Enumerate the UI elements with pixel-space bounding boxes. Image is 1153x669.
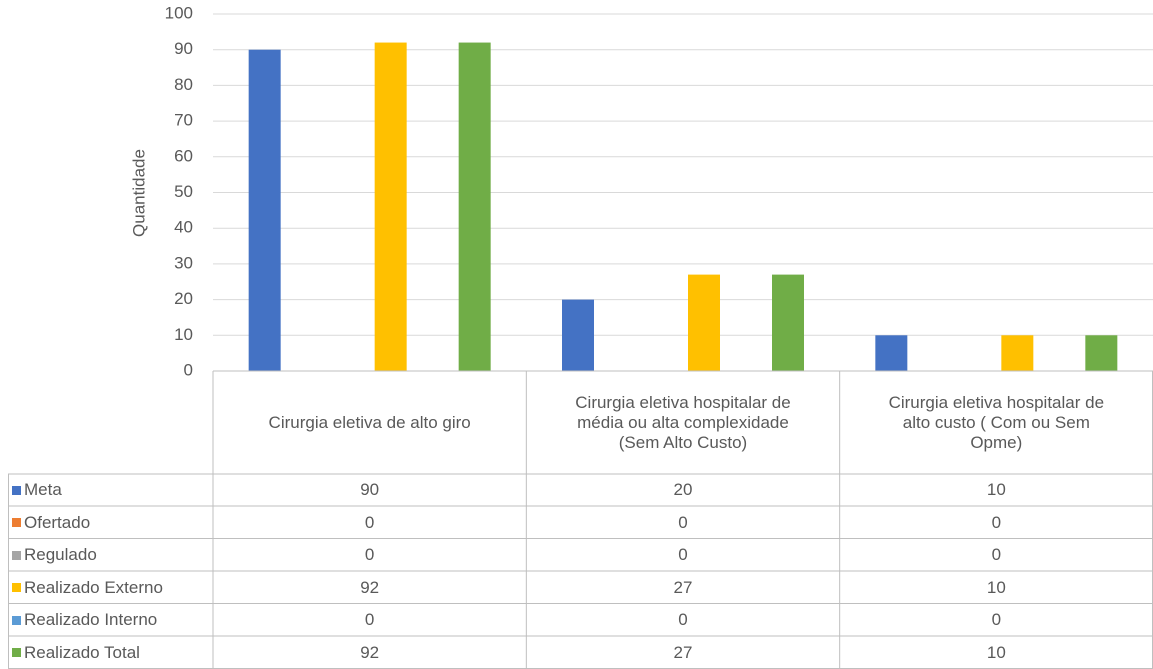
y-tick-label: 40 bbox=[174, 218, 193, 237]
category-label: Cirurgia eletiva hospitalar de média ou … bbox=[575, 392, 791, 452]
table-value: 0 bbox=[364, 545, 375, 565]
bar bbox=[1001, 335, 1034, 371]
table-value: 27 bbox=[673, 642, 693, 662]
table-value: 0 bbox=[991, 545, 1002, 565]
bar bbox=[248, 49, 281, 371]
legend-entry: Realizado Total bbox=[8, 637, 213, 669]
bar bbox=[875, 335, 908, 371]
legend-label: Realizado Externo bbox=[24, 577, 163, 597]
y-axis-label: Quantidade bbox=[129, 149, 148, 237]
legend-key bbox=[12, 485, 21, 495]
legend-entry: Regulado bbox=[8, 539, 213, 572]
legend-key bbox=[12, 615, 21, 625]
table-value: 0 bbox=[364, 610, 375, 630]
y-tick-label: 100 bbox=[165, 3, 193, 22]
legend-entry: Meta bbox=[8, 474, 213, 507]
category-label: Cirurgia eletiva de alto giro bbox=[268, 412, 471, 432]
table-value: 0 bbox=[364, 512, 375, 532]
legend-entry: Realizado Externo bbox=[8, 572, 213, 605]
table-value: 27 bbox=[673, 577, 693, 597]
bar bbox=[688, 274, 720, 371]
legend-label: Regulado bbox=[24, 545, 97, 565]
table-value: 10 bbox=[986, 642, 1006, 662]
legend-key bbox=[12, 648, 21, 658]
table-value: 0 bbox=[991, 610, 1002, 630]
legend-entry: Realizado Interno bbox=[8, 604, 213, 637]
table-value: 10 bbox=[986, 480, 1006, 500]
table-value: 90 bbox=[360, 480, 380, 500]
bar bbox=[1085, 335, 1118, 371]
y-tick-label: 30 bbox=[174, 253, 193, 272]
y-tick-label: 0 bbox=[184, 360, 193, 379]
y-tick-label: 50 bbox=[174, 182, 193, 201]
table-value: 0 bbox=[678, 545, 688, 565]
legend-label: Realizado Interno bbox=[24, 610, 158, 630]
y-tick-label: 70 bbox=[174, 111, 193, 130]
y-tick-label: 80 bbox=[174, 75, 193, 94]
y-tick-label: 90 bbox=[174, 39, 193, 58]
y-tick-label: 60 bbox=[174, 146, 193, 165]
table-value: 92 bbox=[360, 577, 380, 597]
table-value: 10 bbox=[986, 577, 1006, 597]
table-value: 0 bbox=[678, 610, 688, 630]
table-value: 92 bbox=[360, 642, 380, 662]
legend-entry: Ofertado bbox=[8, 507, 213, 540]
y-tick-label: 20 bbox=[174, 289, 193, 308]
bar bbox=[458, 42, 491, 372]
legend-key bbox=[12, 550, 21, 560]
category-label: Cirurgia eletiva hospitalar de alto cust… bbox=[888, 392, 1105, 452]
y-tick-label: 10 bbox=[174, 325, 193, 344]
legend-label: Meta bbox=[24, 480, 62, 500]
table-value: 0 bbox=[678, 512, 688, 532]
legend-key bbox=[12, 518, 21, 528]
bar bbox=[374, 42, 407, 372]
table-value: 20 bbox=[673, 480, 693, 500]
bar bbox=[562, 299, 594, 371]
bar bbox=[772, 274, 804, 371]
table-value: 0 bbox=[991, 512, 1002, 532]
legend-key bbox=[12, 583, 21, 593]
legend-label: Realizado Total bbox=[24, 642, 140, 662]
legend-label: Ofertado bbox=[24, 512, 91, 532]
